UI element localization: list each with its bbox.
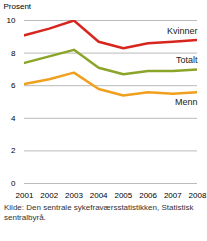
svg-text:Prosent: Prosent bbox=[4, 2, 32, 11]
svg-text:2005: 2005 bbox=[114, 191, 132, 200]
svg-text:2003: 2003 bbox=[65, 191, 83, 200]
svg-text:2004: 2004 bbox=[90, 191, 108, 200]
svg-text:8: 8 bbox=[11, 49, 16, 58]
html-text:Kilde: Den sentrale sykefravær: Kilde: Den sentrale sykefraværsstatistik… bbox=[4, 203, 194, 222]
svg-text:2006: 2006 bbox=[139, 191, 157, 200]
svg-text:10: 10 bbox=[7, 16, 16, 25]
svg-text:2: 2 bbox=[11, 146, 16, 155]
svg-text:2002: 2002 bbox=[40, 191, 58, 200]
svg-text:0: 0 bbox=[11, 179, 16, 188]
svg-text:2007: 2007 bbox=[164, 191, 182, 200]
svg-text:Menn: Menn bbox=[175, 97, 198, 107]
svg-text:2008: 2008 bbox=[189, 191, 207, 200]
svg-text:6: 6 bbox=[11, 81, 16, 90]
svg-text:4: 4 bbox=[11, 114, 16, 123]
svg-text:Kvinner: Kvinner bbox=[167, 26, 198, 36]
svg-text:Totalt: Totalt bbox=[176, 55, 198, 65]
svg-text:2001: 2001 bbox=[16, 191, 34, 200]
